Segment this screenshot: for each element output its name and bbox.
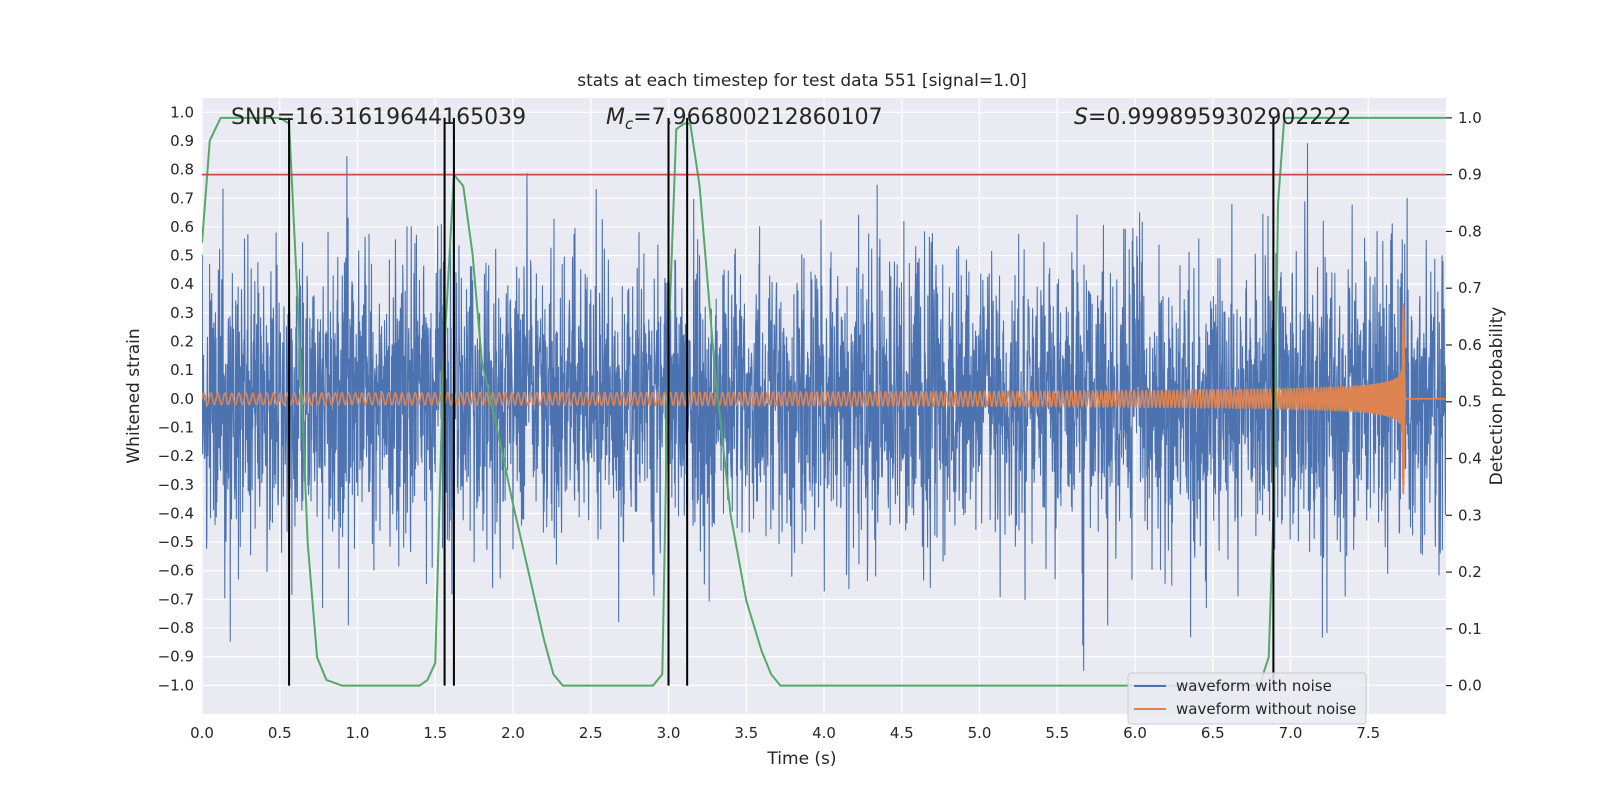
y-tick-label: 0.3 [170,304,194,322]
y-tick-label: −0.5 [158,533,194,551]
x-tick-label: 7.5 [1356,724,1380,742]
y-tick-label: 0.4 [170,275,194,293]
y-tick-label: −0.6 [158,562,194,580]
y2-axis-ticks: 0.0 0.1 0.2 0.3 0.4 0.5 0.6 0.7 0.8 0.9 1.0 [1446,109,1482,695]
x-tick-label: 1.0 [346,724,370,742]
y-tick-label: 0.5 [170,247,194,265]
y2-tick-label: 0.4 [1458,450,1482,468]
x-tick-label: 0.5 [268,724,292,742]
y2-tick-label: 0.8 [1458,222,1482,240]
x-tick-label: 4.5 [890,724,914,742]
y-axis-label: Whitened strain [124,328,144,463]
y-tick-label: 0.9 [170,132,194,150]
vertical-markers [288,117,1275,686]
chart-title: stats at each timestep for test data 551… [577,71,1027,91]
y-tick-label: 0.6 [170,218,194,236]
chirp-mass-subscript: c [625,115,634,133]
y-tick-label: −0.3 [158,476,194,494]
y2-tick-label: 0.2 [1458,563,1482,581]
x-tick-label: 2.0 [501,724,525,742]
y2-tick-label: 0.1 [1458,620,1482,638]
y-tick-label: −0.7 [158,590,194,608]
series-detection-probability [202,116,1446,687]
y-tick-label: −0.2 [158,447,194,465]
series-waveform-with-noise [202,143,1446,672]
statistic-value: =0.9998959302902222 [1088,105,1351,130]
statistic-annotation: S=0.9998959302902222 [1074,105,1351,130]
chirp-mass-symbol: M [606,105,625,130]
legend-box [1127,672,1367,725]
x-tick-label: 3.0 [657,724,681,742]
legend-label-clean: waveform without noise [1176,700,1356,718]
chirp-mass-annotation: Mc=7.966800212860107 [606,105,883,133]
data-layer [202,116,1446,687]
y2-tick-label: 0.6 [1458,336,1482,354]
y-tick-label: −1.0 [158,676,194,694]
y-tick-label: −0.9 [158,648,194,666]
y-tick-label: −0.4 [158,504,194,522]
snr-annotation: SNR=16.31619644165039 [231,105,526,130]
y2-tick-label: 0.7 [1458,279,1482,297]
statistic-symbol: S [1074,105,1088,130]
y-axis-ticks: −1.0 −0.9 −0.8 −0.7 −0.6 −0.5 −0.4 −0.3 −0.2 −0.1… [158,103,194,694]
y-tick-label: 1.0 [170,103,194,121]
y-tick-label: 0.7 [170,189,194,207]
x-tick-label: 2.5 [579,724,603,742]
x-axis-ticks: 0.0 0.5 1.0 1.5 2.0 2.5 3.0 3.5 4.0 4.5 5.0 5.5 6.0 6… [190,724,1380,742]
x-tick-label: 6.5 [1201,724,1225,742]
y-tick-label: −0.8 [158,619,194,637]
x-tick-label: 0.0 [190,724,214,742]
x-tick-label: 5.0 [968,724,992,742]
y-tick-label: 0.2 [170,333,194,351]
y2-tick-label: 0.0 [1458,677,1482,695]
x-tick-label: 7.0 [1279,724,1303,742]
y2-tick-label: 0.9 [1458,166,1482,184]
y2-axis-label: Detection probability [1487,307,1507,486]
y2-tick-label: 0.5 [1458,393,1482,411]
y-tick-label: 0.8 [170,161,194,179]
y2-tick-label: 0.3 [1458,506,1482,524]
x-tick-label: 6.0 [1123,724,1147,742]
x-tick-label: 4.0 [812,724,836,742]
x-tick-label: 1.5 [423,724,447,742]
x-tick-label: 5.5 [1045,724,1069,742]
y-tick-label: 0.0 [170,390,194,408]
chirp-mass-value: =7.966800212860107 [633,105,882,130]
y2-tick-label: 1.0 [1458,109,1482,127]
x-tick-label: 3.5 [734,724,758,742]
legend-label-noise: waveform with noise [1176,677,1332,695]
y-tick-label: 0.1 [170,361,194,379]
series-waveform-without-noise [202,302,1446,495]
y-tick-label: −0.1 [158,418,194,436]
x-axis-label: Time (s) [766,749,836,769]
legend: waveform with noise waveform without noi… [1127,672,1367,725]
